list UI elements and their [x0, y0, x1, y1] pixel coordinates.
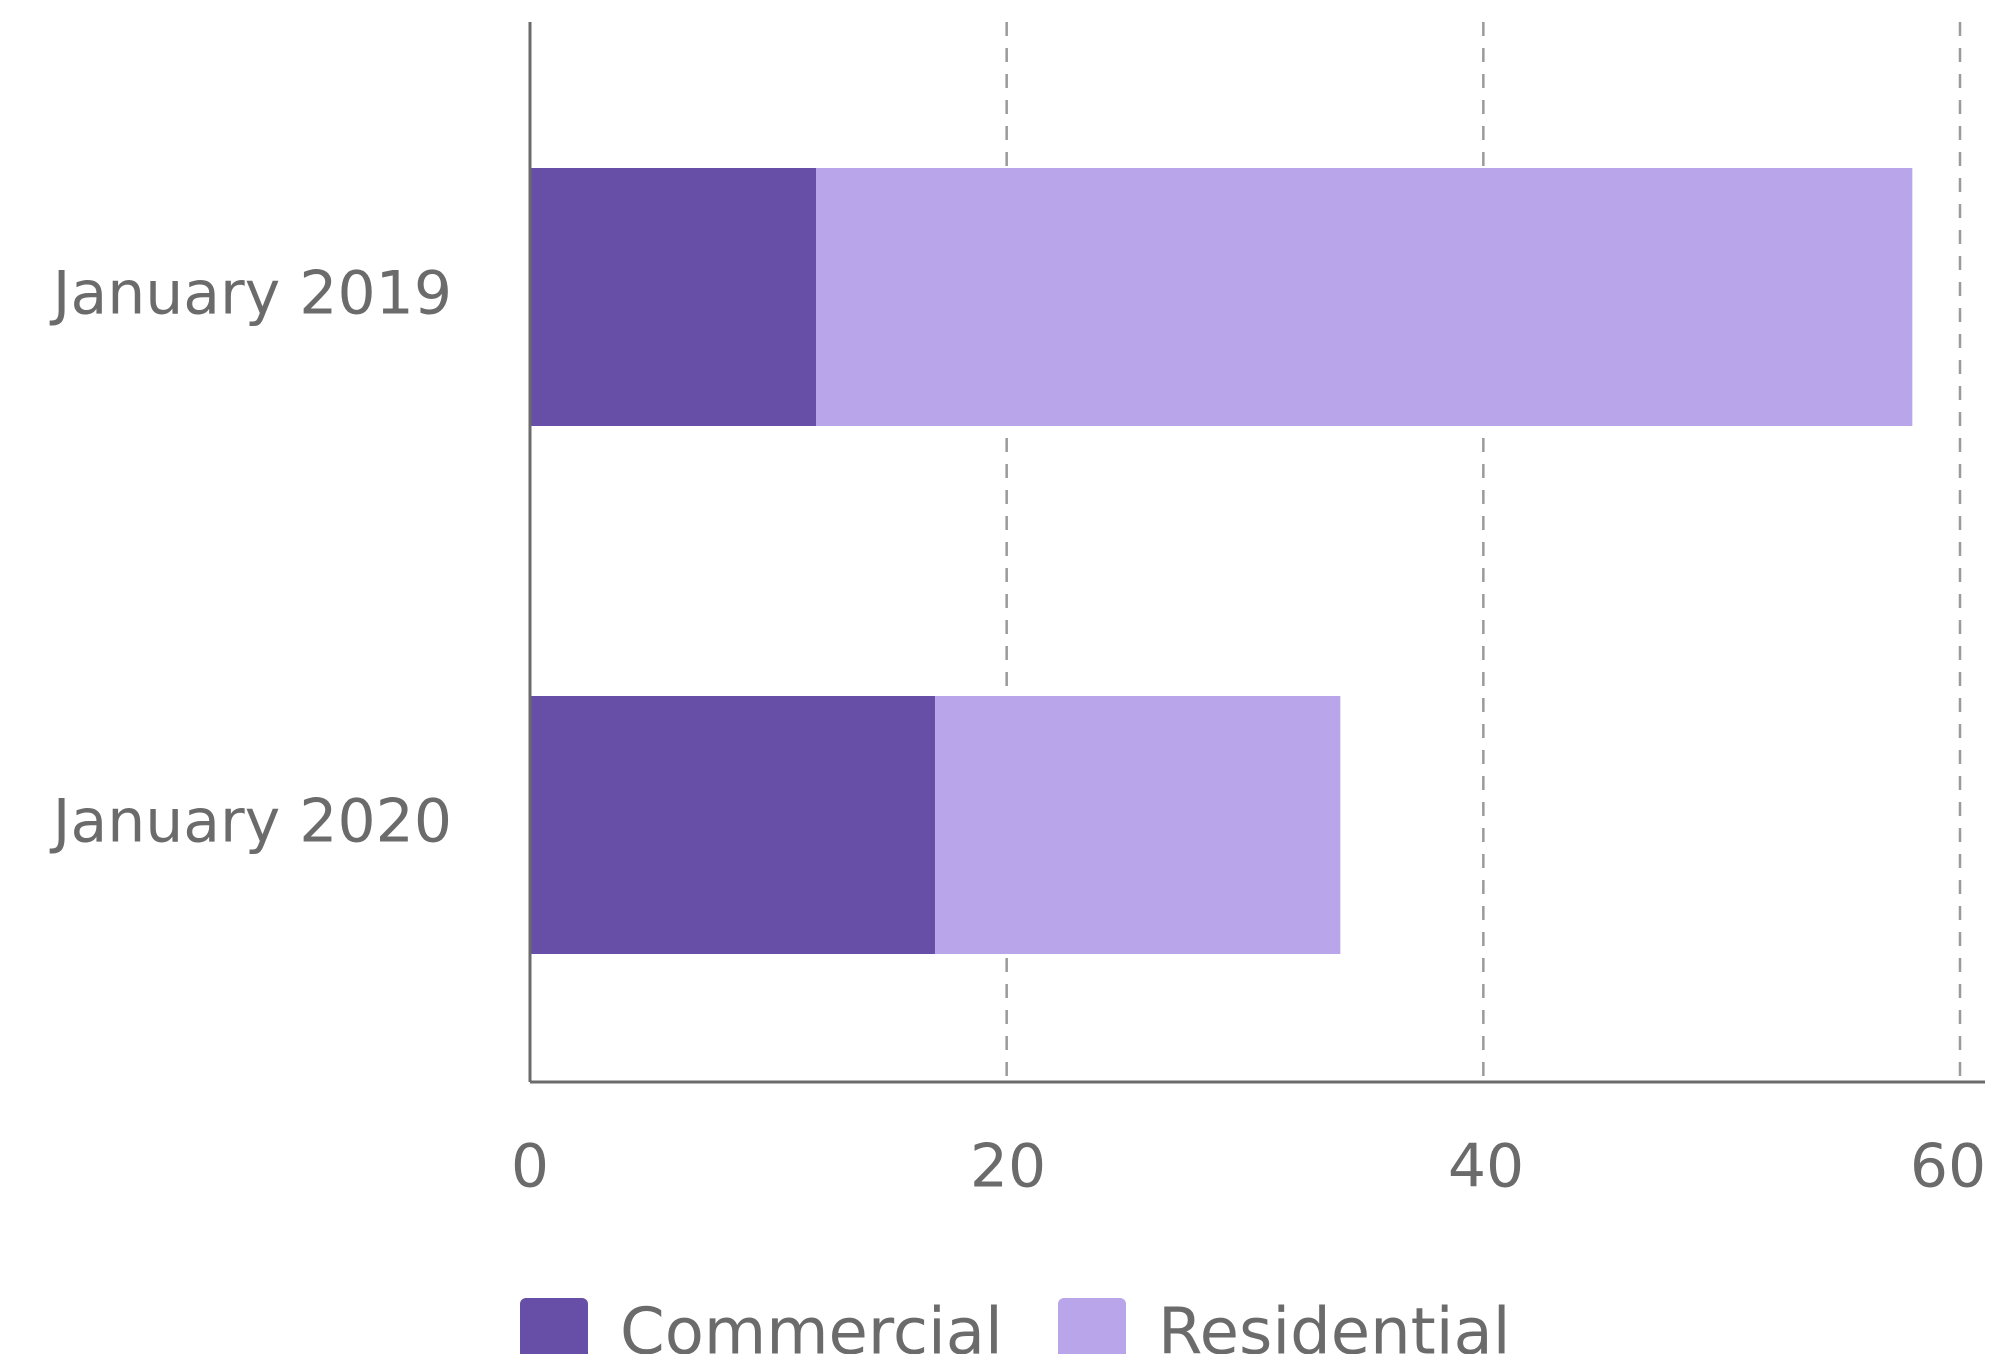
legend: Commercial Residential: [520, 1296, 1511, 1354]
legend-label-residential: Residential: [1158, 1296, 1511, 1354]
x-tick-label-60: 60: [1910, 1132, 1986, 1202]
labels: January 2019 January 2020 0 20 40 60: [49, 259, 1986, 1202]
bars: [530, 168, 1913, 954]
legend-swatch-residential: [1058, 1298, 1126, 1354]
legend-label-commercial: Commercial: [620, 1296, 1003, 1354]
y-tick-label-january-2019: January 2019: [49, 259, 452, 329]
x-tick-label-20: 20: [970, 1132, 1046, 1202]
x-tick-label-0: 0: [511, 1132, 549, 1202]
grid-lines: [1005, 22, 1962, 1082]
axes: [528, 22, 1985, 1084]
y-tick-label-january-2020: January 2020: [49, 787, 452, 857]
bar-commercial-january-2020: [530, 696, 936, 954]
bar-commercial-january-2019: [530, 168, 816, 426]
bar-residential-january-2020: [935, 696, 1341, 954]
legend-swatch-commercial: [520, 1298, 588, 1354]
x-tick-label-40: 40: [1448, 1132, 1524, 1202]
bar-residential-january-2019: [816, 168, 1913, 426]
